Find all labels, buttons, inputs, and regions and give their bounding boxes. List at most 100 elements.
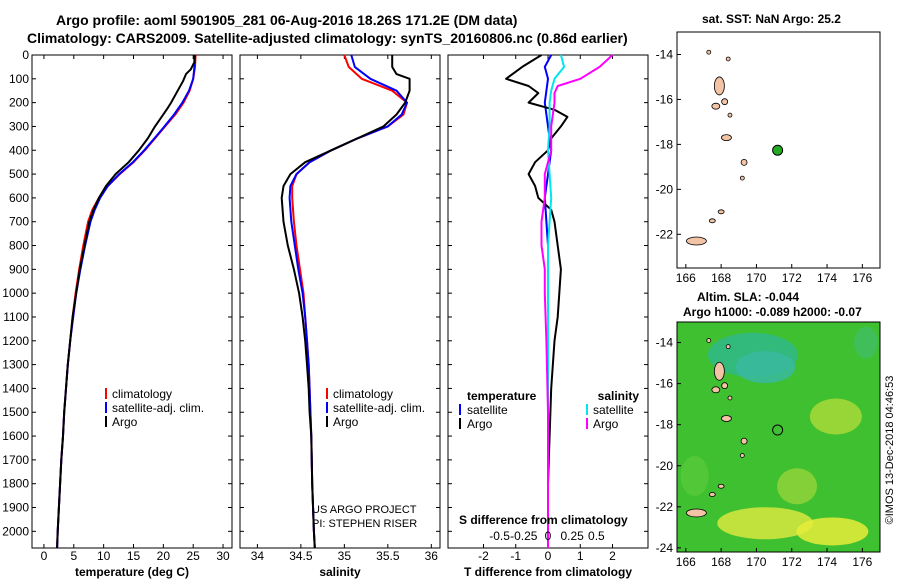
island-shape — [721, 134, 732, 142]
depth-tick-label: 1700 — [2, 453, 29, 467]
salinity-tick-label: 0 — [545, 529, 552, 543]
x-tick-label: 34 — [251, 549, 265, 563]
legend-label: Argo — [333, 415, 359, 429]
island-shape — [721, 415, 732, 422]
x-tick-label: 5 — [70, 549, 77, 563]
island-shape — [706, 338, 712, 343]
map-lat-label: -16 — [656, 377, 674, 391]
map-lat-label: -20 — [656, 459, 674, 473]
sla-anomaly-patch — [735, 351, 796, 384]
sst-map — [676, 31, 881, 269]
depth-tick-label: 900 — [9, 262, 29, 276]
map-lon-label: 166 — [676, 555, 696, 569]
island-shape — [727, 112, 733, 118]
salinity-tick-label: -0.25 — [510, 529, 538, 543]
island-shape — [686, 236, 707, 246]
depth-tick-label: 300 — [9, 119, 29, 133]
map-lon-label: 170 — [746, 271, 766, 285]
map-lon-label: 176 — [852, 271, 872, 285]
x-tick-label: 0 — [41, 549, 48, 563]
argo-float-marker — [772, 424, 784, 436]
sla-anomaly-patch — [717, 507, 814, 540]
x-tick-label: -1 — [510, 549, 521, 563]
map-lon-label: 166 — [676, 271, 696, 285]
x-tick-label: 36 — [425, 549, 439, 563]
panel-salinity — [239, 54, 441, 549]
map-lon-label: 168 — [711, 271, 731, 285]
sla-anomaly-patch — [796, 517, 869, 546]
depth-tick-label: 1500 — [2, 405, 29, 419]
island-shape — [725, 344, 731, 350]
island-shape — [711, 386, 721, 394]
sla-map-title-line-1: Altim. SLA: -0.044 — [697, 290, 800, 304]
x-tick-label: 34.5 — [289, 549, 313, 563]
map-lat-label: -18 — [656, 418, 674, 432]
legend-label: satellite — [467, 403, 508, 417]
legend-label: Argo — [467, 417, 493, 431]
map-lat-label: -20 — [656, 182, 674, 196]
panel-differences — [447, 54, 649, 549]
depth-tick-label: 200 — [9, 96, 29, 110]
figure-title-line-2: Climatology: CARS2009. Satellite-adjuste… — [27, 30, 628, 46]
island-shape — [706, 49, 712, 55]
map-lon-label: 168 — [711, 555, 731, 569]
map-lon-label: 176 — [852, 555, 872, 569]
island-shape — [708, 492, 716, 497]
map-frame — [676, 31, 881, 269]
depth-tick-label: 700 — [9, 215, 29, 229]
sst-map-title: sat. SST: NaN Argo: 25.2 — [702, 12, 841, 26]
salinity-axis-label: S difference from climatology — [459, 513, 628, 527]
depth-tick-label: 0 — [22, 48, 29, 62]
x-tick-label: 25 — [187, 549, 201, 563]
depth-tick-label: 1800 — [2, 477, 29, 491]
island-shape — [717, 209, 725, 215]
legend-label: satellite-adj. clim. — [112, 401, 204, 415]
x-tick-label: 10 — [97, 549, 111, 563]
x-tick-label: 2 — [609, 549, 616, 563]
map-lat-label: -18 — [656, 137, 674, 151]
sla-anomaly-patch — [680, 456, 709, 497]
map-lon-label: 174 — [817, 271, 837, 285]
panel-temperature — [31, 54, 233, 549]
map-lon-label: 170 — [746, 555, 766, 569]
x-tick-label: -2 — [478, 549, 489, 563]
island-shape — [725, 56, 731, 62]
depth-tick-label: 100 — [9, 72, 29, 86]
map-lon-label: 172 — [782, 555, 802, 569]
x-tick-label: 20 — [157, 549, 171, 563]
sla-anomaly-patch — [777, 468, 818, 505]
legend-label: Argo — [112, 415, 138, 429]
x-tick-label: 35 — [338, 549, 352, 563]
island-shape — [711, 102, 721, 110]
island-shape — [713, 361, 725, 381]
map-lat-label: -22 — [656, 500, 674, 514]
x-axis-label: salinity — [319, 565, 361, 579]
legend-title: salinity — [598, 389, 640, 403]
sla-anomaly-patch — [853, 326, 878, 359]
series-line-salinity-argo — [540, 54, 614, 548]
island-shape — [721, 98, 729, 106]
depth-tick-label: 600 — [9, 191, 29, 205]
map-lat-label: -14 — [656, 47, 674, 61]
map-lon-label: 174 — [817, 555, 837, 569]
series-line-temperature-argo — [505, 54, 569, 548]
depth-tick-label: 400 — [9, 143, 29, 157]
island-shape — [739, 175, 745, 181]
depth-tick-label: 1300 — [2, 358, 29, 372]
depth-tick-label: 1000 — [2, 286, 29, 300]
sla-anomaly-patch — [809, 398, 862, 435]
x-tick-label: 0 — [545, 549, 552, 563]
x-axis-label: T difference from climatology — [464, 565, 632, 579]
depth-tick-label: 1400 — [2, 381, 29, 395]
legend-title: temperature — [467, 389, 537, 403]
plot-frame — [31, 54, 233, 549]
depth-tick-label: 1100 — [3, 310, 29, 324]
legend-label: satellite — [593, 403, 634, 417]
credit-text: PI: STEPHEN RISER — [312, 518, 417, 530]
island-shape — [740, 158, 748, 166]
sla-map-title-line-2: Argo h1000: -0.089 h2000: -0.07 — [683, 305, 862, 319]
depth-tick-label: 2000 — [2, 524, 29, 538]
x-axis-label: temperature (deg C) — [75, 565, 189, 579]
island-shape — [721, 382, 729, 390]
